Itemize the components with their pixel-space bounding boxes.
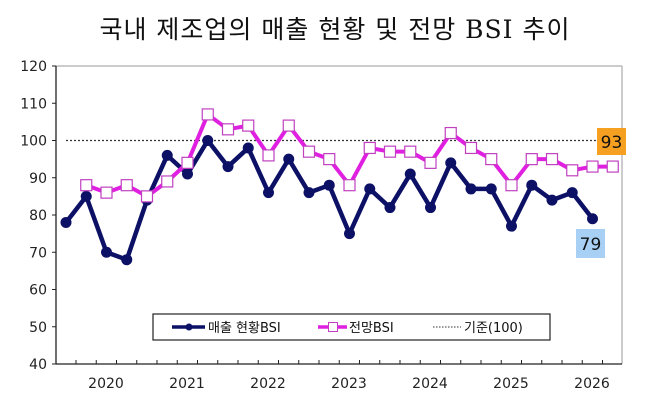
annotation-79-box [576, 229, 605, 258]
data-point [384, 202, 396, 214]
y-tick-label: 100 [20, 134, 47, 150]
data-point [404, 168, 416, 180]
legend-marker-square [328, 322, 338, 332]
data-point [100, 186, 113, 199]
annotation-93-box [597, 128, 626, 155]
data-point [587, 213, 598, 225]
data-point [120, 179, 133, 192]
legend-box [152, 313, 551, 341]
data-point [586, 160, 599, 173]
y-tick-label: 40 [29, 357, 47, 373]
y-tick-label: 70 [29, 245, 47, 261]
data-point [101, 246, 112, 258]
data-point [303, 187, 315, 199]
data-point [343, 179, 356, 192]
y-tick-label: 80 [29, 208, 47, 224]
x-tick-label-2023: 2023 [331, 376, 367, 392]
data-point [525, 153, 538, 166]
data-point [182, 168, 193, 180]
data-point [242, 119, 255, 132]
data-point [283, 153, 295, 165]
data-point [161, 175, 174, 188]
data-point [121, 254, 133, 266]
data-point [505, 179, 518, 192]
data-point [140, 190, 154, 203]
data-point [506, 220, 517, 232]
data-point [161, 149, 173, 161]
x-tick-label-2020: 2020 [88, 376, 124, 392]
x-tick-label-2021: 2021 [169, 376, 205, 392]
data-point [485, 153, 498, 166]
data-point [464, 141, 478, 155]
data-point [60, 216, 72, 228]
y-tick-label: 50 [29, 320, 47, 336]
y-tick-label: 90 [29, 171, 47, 187]
y-tick-label: 120 [20, 59, 47, 75]
data-point [282, 119, 295, 132]
data-point [404, 145, 417, 158]
x-tick-label-2026: 2026 [574, 376, 610, 392]
data-point [465, 183, 477, 195]
data-point [242, 142, 254, 154]
data-point [364, 183, 376, 195]
data-point [545, 153, 559, 166]
x-tick-label-2024: 2024 [412, 376, 448, 392]
data-point [323, 153, 336, 166]
data-point [302, 145, 316, 158]
y-tick-label: 60 [29, 283, 47, 299]
data-point [445, 157, 457, 169]
data-point [566, 187, 578, 199]
legend-label-sales-current: 매출 현황BSI [208, 321, 281, 336]
data-point [201, 108, 214, 121]
legend-marker-circle [185, 323, 193, 331]
x-tick-label-2025: 2025 [493, 376, 529, 392]
data-point [262, 149, 275, 162]
data-point [80, 190, 92, 202]
legend-label-reference: 기준(100) [464, 321, 523, 336]
chart-title: 국내 제조업의 매출 현황 및 전망 BSI 추이 [99, 15, 571, 44]
data-point [221, 123, 235, 136]
data-point [526, 179, 538, 191]
data-point [383, 145, 397, 158]
data-point [80, 179, 93, 192]
data-point [263, 187, 274, 199]
data-point [485, 183, 497, 195]
data-point [323, 179, 335, 191]
legend-label-sales-outlook: 전망BSI [349, 321, 394, 336]
data-point [444, 126, 457, 140]
data-point [344, 228, 355, 240]
y-tick-label: 110 [20, 96, 47, 112]
series-sales-outlook [80, 108, 619, 203]
x-tick-label-2022: 2022 [250, 376, 286, 392]
data-point [363, 141, 376, 155]
data-point [546, 194, 558, 206]
data-point [222, 161, 234, 173]
data-point [566, 164, 579, 177]
data-point [181, 156, 194, 169]
annotation-79-label: 79 [580, 235, 602, 255]
data-point [606, 160, 619, 173]
data-point [424, 156, 437, 169]
data-point [425, 202, 436, 214]
annotation-93-label: 93 [601, 133, 623, 153]
data-point [202, 135, 214, 146]
series-sales-current [60, 135, 598, 266]
